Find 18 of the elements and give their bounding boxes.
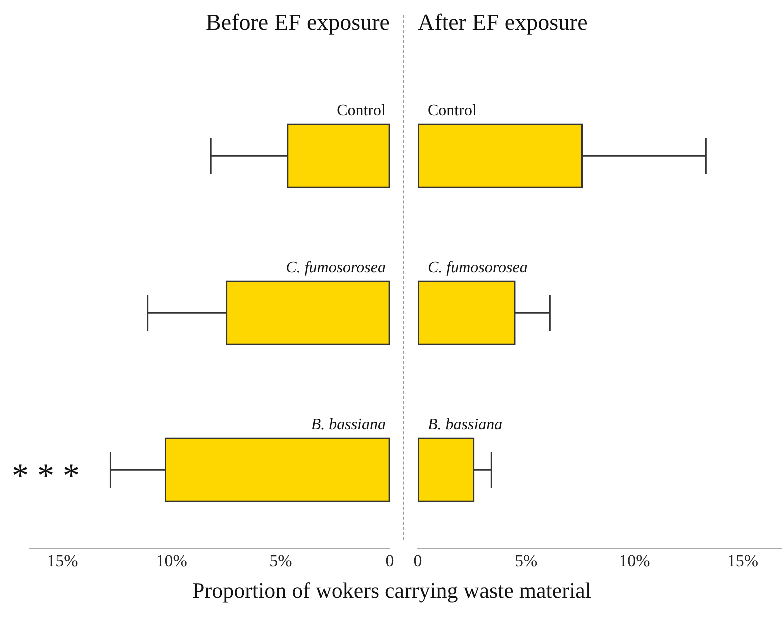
x-tick-label: 0 [414,551,422,570]
y-tick-label: C. fumosorosea [286,259,386,276]
chart-title: After EF exposure [418,10,588,35]
x-tick-label: 15% [47,551,78,570]
x-tick-label: 15% [727,551,759,570]
y-tick-label: C. fumosorosea [428,259,528,276]
y-tick-label: Control [337,102,387,120]
y-tick-label: Control [428,102,478,120]
annotation: * * * [12,458,80,496]
x-tick-label: 5% [270,551,292,570]
x-tick-label: 10% [619,551,650,570]
x-tick-label: 0 [386,551,394,570]
y-tick-label: B. bassiana [428,416,503,434]
x-tick-label: 5% [514,551,538,570]
x-tick-label: 10% [156,551,188,570]
chart-title: Before EF exposure [206,10,390,35]
y-tick-label: B. bassiana [311,416,386,434]
x-axis-title: Proportion of wokers carrying waste material [192,578,592,604]
